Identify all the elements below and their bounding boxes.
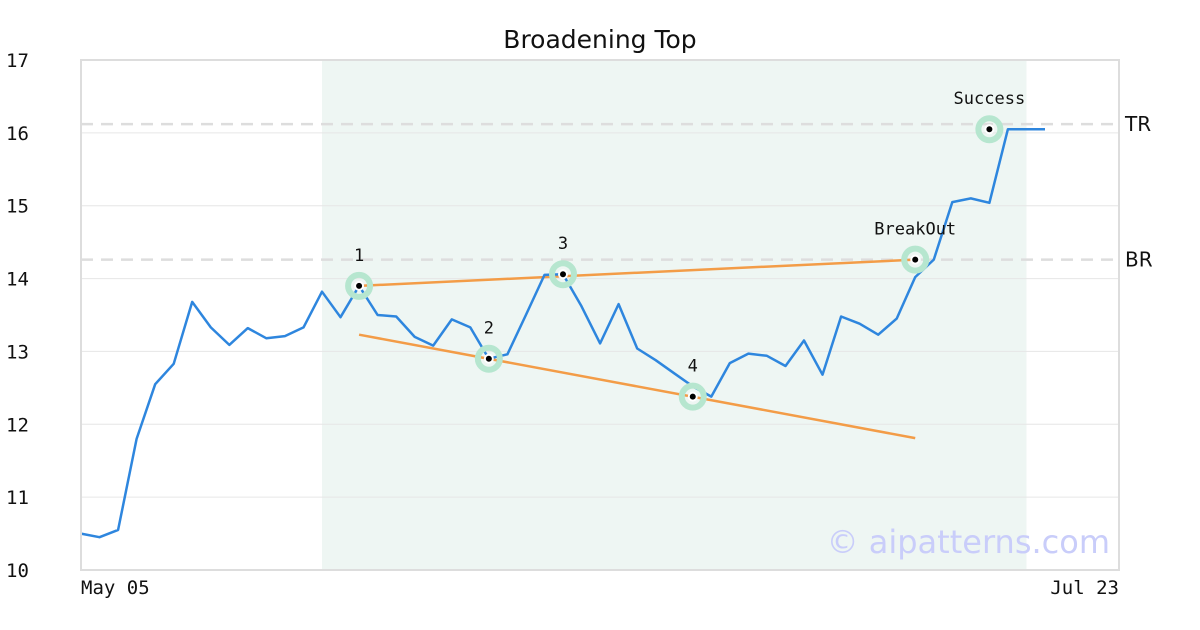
marker-dot bbox=[687, 391, 698, 402]
watermark: © aipatterns.com bbox=[827, 523, 1110, 561]
gridlines bbox=[81, 132, 1119, 498]
marker-halo bbox=[678, 382, 707, 411]
y-tick-label: 17 bbox=[6, 50, 29, 72]
y-tick-label: 10 bbox=[6, 560, 29, 582]
marker-dot bbox=[483, 353, 494, 364]
x-tick-label: May 05 bbox=[81, 577, 150, 599]
trend-line bbox=[358, 333, 916, 440]
highlight-band-layer bbox=[322, 60, 1027, 570]
level-labels: TR BR bbox=[1124, 112, 1153, 272]
marker-dot bbox=[984, 124, 995, 135]
y-tick-label: 13 bbox=[6, 341, 29, 363]
x-tick-label: Jul 23 bbox=[1050, 577, 1119, 599]
x-axis-ticks: May 05 Jul 23 bbox=[81, 577, 1119, 599]
marker-halo bbox=[901, 245, 930, 274]
pattern-highlight-band bbox=[322, 60, 1027, 570]
marker-halo bbox=[549, 260, 577, 289]
marker-label: 3 bbox=[558, 234, 568, 254]
marker-halo bbox=[474, 344, 503, 373]
y-axis-ticks: 10 11 12 13 14 15 16 17 bbox=[6, 50, 29, 582]
y-tick-label: 12 bbox=[6, 414, 29, 436]
marker-label: Success bbox=[954, 89, 1026, 109]
level-label: TR bbox=[1124, 112, 1151, 136]
marker-halo bbox=[345, 271, 374, 300]
reference-lines bbox=[81, 122, 1119, 261]
marker-dot bbox=[558, 269, 568, 280]
marker-label: 1 bbox=[354, 246, 364, 266]
marker-dot bbox=[354, 280, 365, 291]
marker-dot bbox=[910, 254, 921, 265]
marker-label: BreakOut bbox=[874, 220, 956, 240]
chart-title: Broadening Top bbox=[503, 25, 696, 54]
trend-line bbox=[359, 258, 916, 288]
y-tick-label: 16 bbox=[6, 123, 29, 145]
trend-lines bbox=[358, 258, 916, 440]
plot-frame bbox=[80, 59, 1120, 571]
level-label: BR bbox=[1125, 248, 1153, 272]
y-tick-label: 14 bbox=[6, 269, 29, 291]
marker-label: 4 bbox=[688, 357, 698, 377]
y-tick-label: 11 bbox=[6, 487, 29, 509]
marker-label: 2 bbox=[484, 319, 494, 339]
marker-halo bbox=[975, 115, 1004, 144]
pattern-markers: 1 2 3 4 BreakOut Success bbox=[345, 89, 1026, 411]
y-tick-label: 15 bbox=[6, 196, 29, 218]
